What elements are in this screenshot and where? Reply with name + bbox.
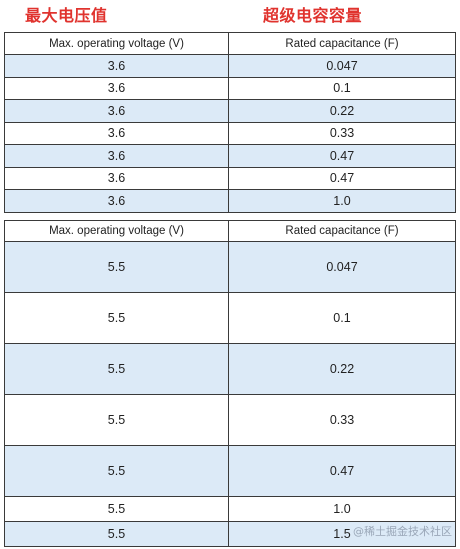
cell-voltage: 5.5 xyxy=(4,521,229,547)
table-header-row: Max. operating voltage (V) Rated capacit… xyxy=(4,220,456,242)
cell-voltage: 3.6 xyxy=(4,54,229,78)
table-row: 5.5 0.047 xyxy=(4,241,456,293)
table-row: 5.5 0.47 xyxy=(4,445,456,497)
cell-voltage: 5.5 xyxy=(4,241,229,293)
header-voltage: Max. operating voltage (V) xyxy=(4,32,229,55)
header-voltage: Max. operating voltage (V) xyxy=(4,220,229,242)
table-row: 3.6 0.047 xyxy=(4,54,456,78)
cell-voltage: 5.5 xyxy=(4,496,229,522)
cell-capacitance: 0.047 xyxy=(228,54,456,78)
heading-capacitance: 超级电容容量 xyxy=(263,6,363,25)
cell-capacitance: 1.0 xyxy=(228,189,456,213)
cell-voltage: 3.6 xyxy=(4,121,229,145)
cell-capacitance: 1.0 xyxy=(228,496,456,522)
cell-voltage: 3.6 xyxy=(4,76,229,100)
header-capacitance: Rated capacitance (F) xyxy=(228,220,456,242)
table-row: 5.5 0.1 xyxy=(4,292,456,344)
cell-capacitance: 0.47 xyxy=(228,166,456,190)
table-row: 5.5 0.33 xyxy=(4,394,456,446)
cell-voltage: 5.5 xyxy=(4,343,229,395)
cell-capacitance: 0.47 xyxy=(228,144,456,168)
cell-capacitance: 0.1 xyxy=(228,76,456,100)
cell-capacitance: 0.22 xyxy=(228,343,456,395)
table-row: 3.6 0.47 xyxy=(4,144,456,168)
cell-capacitance: 0.33 xyxy=(228,394,456,446)
table-row: 3.6 0.22 xyxy=(4,99,456,123)
cell-voltage: 3.6 xyxy=(4,99,229,123)
table-3v6: Max. operating voltage (V) Rated capacit… xyxy=(4,32,456,213)
cell-voltage: 3.6 xyxy=(4,144,229,168)
table-5v5: Max. operating voltage (V) Rated capacit… xyxy=(4,220,456,547)
table-header-row: Max. operating voltage (V) Rated capacit… xyxy=(4,32,456,55)
cell-capacitance: 0.33 xyxy=(228,121,456,145)
cell-voltage: 5.5 xyxy=(4,394,229,446)
cell-voltage: 3.6 xyxy=(4,166,229,190)
cell-capacitance: 1.5 xyxy=(228,521,456,547)
watermark: @稀土掘金技术社区 xyxy=(353,525,452,538)
table-row: 3.6 1.0 xyxy=(4,189,456,213)
heading-max-voltage: 最大电压值 xyxy=(25,6,108,25)
table-row: 5.5 1.5 xyxy=(4,521,456,547)
cell-capacitance: 0.47 xyxy=(228,445,456,497)
cell-capacitance: 0.22 xyxy=(228,99,456,123)
table-row: 5.5 0.22 xyxy=(4,343,456,395)
table-row: 3.6 0.47 xyxy=(4,166,456,190)
cell-voltage: 3.6 xyxy=(4,189,229,213)
table-row: 3.6 0.1 xyxy=(4,76,456,100)
header-capacitance: Rated capacitance (F) xyxy=(228,32,456,55)
cell-voltage: 5.5 xyxy=(4,292,229,344)
cell-capacitance: 0.047 xyxy=(228,241,456,293)
cell-voltage: 5.5 xyxy=(4,445,229,497)
table-row: 3.6 0.33 xyxy=(4,121,456,145)
table-row: 5.5 1.0 xyxy=(4,496,456,522)
cell-capacitance: 0.1 xyxy=(228,292,456,344)
